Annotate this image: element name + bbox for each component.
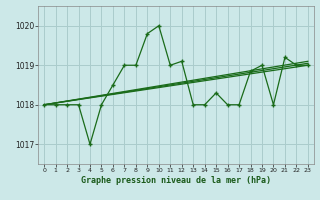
X-axis label: Graphe pression niveau de la mer (hPa): Graphe pression niveau de la mer (hPa) [81,176,271,185]
